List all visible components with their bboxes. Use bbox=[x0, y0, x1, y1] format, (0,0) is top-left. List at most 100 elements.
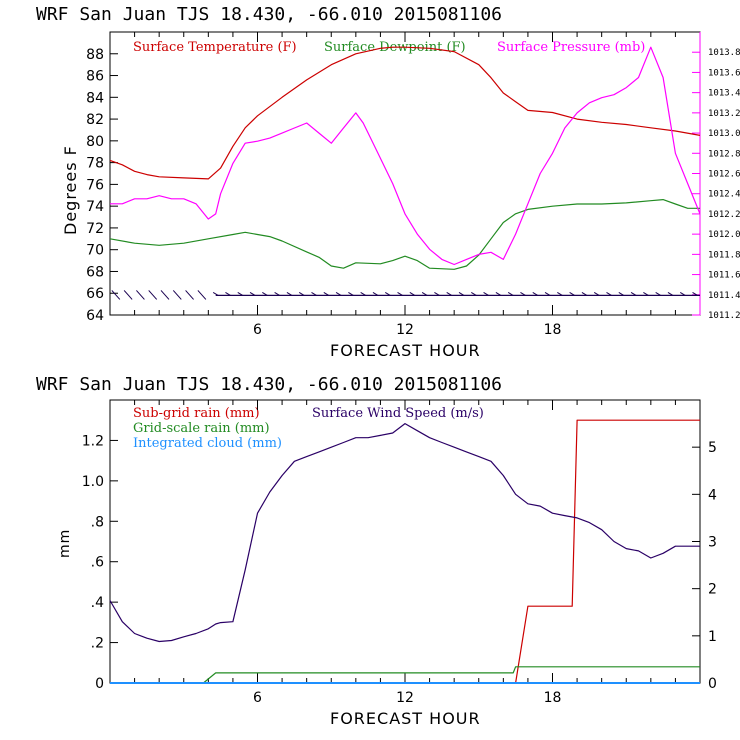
temperature-panel: WRF San Juan TJS 18.430, -66.010 2015081… bbox=[36, 4, 740, 360]
legend-integrated-cloud: Integrated cloud (mm) bbox=[133, 436, 282, 451]
wind-barb-209 bbox=[618, 291, 625, 296]
wind-barb-29 bbox=[172, 290, 182, 300]
p2-ytick-label-5: 1.0 bbox=[82, 474, 104, 490]
p2-ytick-label-1: .2 bbox=[91, 636, 104, 652]
wind-barb-74 bbox=[286, 291, 293, 296]
p1-ytick-label-1: 66 bbox=[86, 286, 104, 302]
p1-y2tick-label-9: 1013.0 bbox=[708, 129, 740, 139]
p2-ytick-label-2: .4 bbox=[91, 595, 104, 611]
p1-y2tick-label-2: 1011.6 bbox=[708, 271, 740, 281]
wind-barb-229 bbox=[667, 291, 674, 296]
wind-barb-79 bbox=[298, 291, 305, 296]
wind-barb-24 bbox=[160, 290, 170, 300]
p1-ytick-label-7: 78 bbox=[86, 156, 104, 172]
legend-wind-speed: Surface Wind Speed (m/s) bbox=[312, 406, 484, 421]
wind-barb-9 bbox=[123, 290, 133, 300]
p2-y2tick-label-5: 5 bbox=[708, 440, 717, 456]
wind-barb-234 bbox=[679, 291, 686, 296]
wind-barb-89 bbox=[323, 291, 330, 296]
p1-ytick-label-0: 64 bbox=[86, 308, 104, 324]
wind-barb-189 bbox=[569, 291, 575, 296]
p1-xtick-label-18: 18 bbox=[544, 322, 562, 338]
p2-y2tick-label-4: 4 bbox=[708, 487, 717, 503]
wind-barbs bbox=[111, 290, 700, 300]
p2-ytick-label-4: .8 bbox=[91, 514, 104, 530]
p1-series-1 bbox=[109, 199, 700, 270]
p2-series-3 bbox=[109, 423, 700, 643]
p1-ytick-label-9: 82 bbox=[86, 112, 104, 128]
p1-ytick-label-8: 80 bbox=[86, 134, 104, 150]
panel1-ylabel: Degrees F bbox=[61, 145, 80, 235]
p2-series-0 bbox=[110, 419, 700, 684]
wind-barb-139 bbox=[446, 291, 452, 296]
p1-y2tick-label-8: 1012.8 bbox=[708, 149, 740, 159]
wind-barb-59 bbox=[249, 291, 256, 296]
wind-barb-19 bbox=[148, 290, 158, 300]
p2-y2tick-label-3: 3 bbox=[708, 535, 717, 551]
wind-barb-124 bbox=[409, 291, 416, 296]
wind-barb-34 bbox=[185, 290, 194, 300]
p1-ytick-label-5: 74 bbox=[86, 199, 104, 215]
precip-panel: WRF San Juan TJS 18.430, -66.010 2015081… bbox=[36, 374, 717, 728]
wind-barb-94 bbox=[335, 291, 342, 296]
wind-barb-239 bbox=[692, 291, 698, 296]
wind-barb-134 bbox=[434, 291, 440, 296]
wind-barb-174 bbox=[532, 291, 539, 296]
wind-barb-214 bbox=[630, 291, 637, 296]
panel2-lines bbox=[109, 419, 700, 684]
p2-y2tick-label-1: 1 bbox=[708, 629, 717, 645]
wind-barb-14 bbox=[136, 290, 145, 300]
wind-barb-224 bbox=[655, 291, 661, 296]
p1-xtick-label-12: 12 bbox=[396, 322, 414, 338]
wind-barb-184 bbox=[557, 291, 563, 296]
wind-barb-4 bbox=[111, 290, 121, 300]
wind-barb-194 bbox=[581, 291, 588, 296]
p1-y2tick-label-13: 1013.8 bbox=[708, 48, 740, 58]
wind-barb-109 bbox=[372, 291, 379, 296]
p2-y2tick-label-2: 2 bbox=[708, 582, 717, 598]
p1-xtick-label-6: 6 bbox=[253, 322, 262, 338]
wind-barb-114 bbox=[384, 291, 391, 296]
wind-barb-169 bbox=[520, 291, 526, 296]
wind-barb-39 bbox=[197, 290, 207, 300]
panel2-title: WRF San Juan TJS 18.430, -66.010 2015081… bbox=[36, 374, 502, 395]
wind-barb-104 bbox=[360, 291, 366, 296]
wind-barb-219 bbox=[643, 291, 649, 296]
p1-y2tick-label-1: 1011.4 bbox=[708, 291, 740, 301]
p1-ytick-label-11: 86 bbox=[86, 69, 104, 85]
legend-temperature: Surface Temperature (F) bbox=[133, 40, 297, 55]
wind-barb-99 bbox=[348, 291, 354, 296]
p1-y2tick-label-4: 1012.0 bbox=[708, 230, 740, 240]
p2-ytick-label-6: 1.2 bbox=[82, 433, 104, 449]
p2-ytick-label-0: 0 bbox=[95, 676, 104, 692]
p2-xtick-label-18: 18 bbox=[544, 690, 562, 706]
p1-series-2 bbox=[110, 46, 701, 266]
p2-xtick-label-12: 12 bbox=[396, 690, 414, 706]
wind-barb-119 bbox=[397, 291, 403, 296]
panel1-title: WRF San Juan TJS 18.430, -66.010 2015081… bbox=[36, 4, 502, 25]
p1-y2tick-label-12: 1013.6 bbox=[708, 68, 740, 78]
panel1-frame bbox=[109, 31, 701, 316]
p2-y2tick-label-0: 0 bbox=[708, 676, 717, 692]
p1-y2tick-label-7: 1012.6 bbox=[708, 170, 740, 180]
legend-subgrid-rain: Sub-grid rain (mm) bbox=[133, 406, 260, 421]
legend-pressure: Surface Pressure (mb) bbox=[497, 40, 645, 55]
wind-barb-159 bbox=[495, 291, 502, 296]
p2-ytick-label-3: .6 bbox=[91, 555, 104, 571]
p1-ytick-label-10: 84 bbox=[86, 90, 104, 106]
wind-barb-154 bbox=[483, 291, 489, 296]
p1-y2tick-label-6: 1012.4 bbox=[708, 190, 740, 200]
p1-y2tick-label-0: 1011.2 bbox=[708, 311, 740, 321]
wind-barb-144 bbox=[458, 291, 465, 296]
wind-barb-164 bbox=[507, 291, 514, 296]
p1-ytick-label-12: 88 bbox=[86, 47, 104, 63]
p1-ytick-label-4: 72 bbox=[86, 221, 104, 237]
p1-y2tick-label-3: 1011.8 bbox=[708, 250, 740, 260]
p1-series-0 bbox=[109, 46, 701, 180]
wind-barb-49 bbox=[225, 291, 231, 296]
legend-gridscale-rain: Grid-scale rain (mm) bbox=[133, 421, 270, 436]
wind-barb-149 bbox=[471, 291, 477, 296]
wind-barb-44 bbox=[212, 291, 219, 296]
